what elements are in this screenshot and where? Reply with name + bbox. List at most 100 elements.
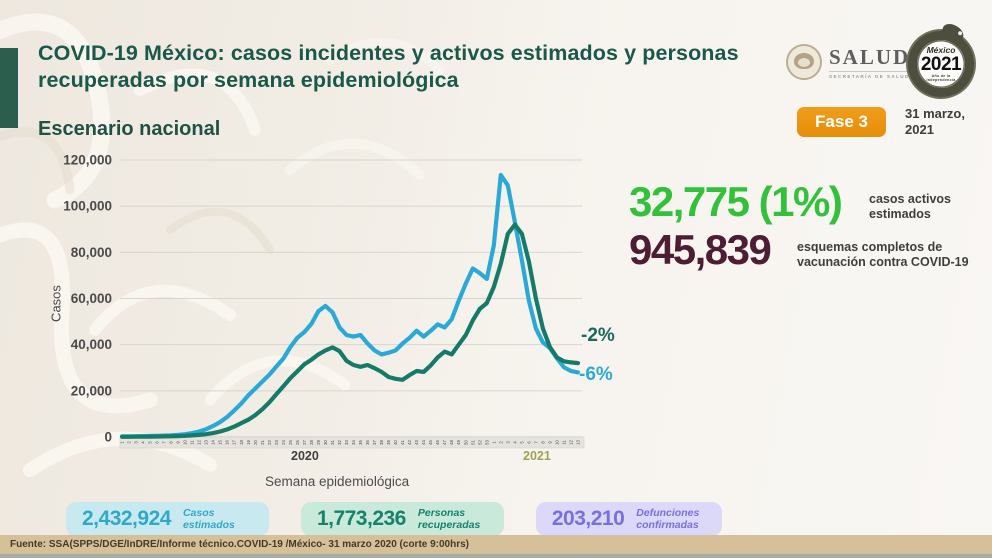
svg-text:5: 5 <box>148 441 153 444</box>
card-value: 203,210 <box>551 507 625 530</box>
svg-text:13: 13 <box>204 440 209 445</box>
eagle-emblem-icon <box>786 44 822 80</box>
svg-text:11: 11 <box>190 440 195 445</box>
svg-text:16: 16 <box>225 440 230 445</box>
mexico-logo-caption: Año de la Independencia <box>926 74 956 82</box>
summary-card: 203,210 Defunciones confirmadas <box>535 502 723 536</box>
salud-logo: SALUD SECRETARÍA DE SALUD <box>786 44 911 80</box>
card-label: Personas recuperadas <box>417 506 481 531</box>
card-value: 1,773,236 <box>316 507 406 530</box>
page-subtitle: Escenario nacional <box>38 118 221 140</box>
svg-text:18: 18 <box>239 440 244 445</box>
svg-text:12: 12 <box>568 440 573 445</box>
svg-text:8: 8 <box>540 441 545 444</box>
year-label-2020: 2020 <box>291 449 319 463</box>
svg-text:20: 20 <box>253 440 258 445</box>
stat-active-cases-value: 32,775 (1%) <box>629 178 843 225</box>
svg-text:4: 4 <box>512 441 517 444</box>
svg-text:26: 26 <box>295 440 300 445</box>
svg-text:3: 3 <box>505 441 510 444</box>
svg-text:50: 50 <box>463 440 468 445</box>
svg-text:25: 25 <box>288 440 293 445</box>
svg-text:4: 4 <box>141 441 146 444</box>
svg-text:80,000: 80,000 <box>71 245 112 260</box>
svg-text:40,000: 40,000 <box>71 337 112 352</box>
summary-card: 2,432,924 Casos estimados <box>66 502 269 536</box>
mexico-logo-country: México <box>926 45 956 55</box>
svg-text:12: 12 <box>197 440 202 445</box>
svg-text:44: 44 <box>421 440 426 445</box>
report-date: 31 marzo, 2021 <box>905 106 965 137</box>
svg-text:13: 13 <box>576 440 581 445</box>
card-value: 2,432,924 <box>82 507 171 530</box>
svg-text:52: 52 <box>477 440 482 445</box>
svg-text:14: 14 <box>211 440 216 445</box>
svg-text:35: 35 <box>358 440 363 445</box>
salud-wordmark: SALUD <box>829 45 911 70</box>
svg-text:33: 33 <box>344 440 349 445</box>
annotation-estimated-change: -6% <box>579 364 613 385</box>
source-text: Fuente: SSA(SPPS/DGE/InDRE/Informe técni… <box>10 539 470 550</box>
svg-text:3: 3 <box>134 441 139 444</box>
svg-text:8: 8 <box>169 441 174 444</box>
svg-text:0: 0 <box>104 430 112 445</box>
year-label-2021: 2021 <box>523 449 551 463</box>
stat-active-cases-label: casos activos estimados <box>869 192 951 221</box>
svg-text:60,000: 60,000 <box>71 291 112 306</box>
svg-text:43: 43 <box>414 440 419 445</box>
svg-text:6: 6 <box>155 441 160 444</box>
svg-text:47: 47 <box>442 440 447 445</box>
svg-text:31: 31 <box>330 440 335 445</box>
svg-text:1: 1 <box>491 441 496 444</box>
svg-text:49: 49 <box>456 440 461 445</box>
summary-card: 1,773,236 Personas recuperadas <box>300 502 504 536</box>
svg-text:45: 45 <box>428 440 433 445</box>
svg-text:2: 2 <box>127 441 132 444</box>
svg-text:100,000: 100,000 <box>63 199 112 214</box>
svg-text:21: 21 <box>260 440 265 445</box>
svg-text:41: 41 <box>400 440 405 445</box>
svg-text:40: 40 <box>393 440 398 445</box>
svg-text:51: 51 <box>470 440 475 445</box>
svg-text:29: 29 <box>316 440 321 445</box>
card-label: Casos estimados <box>182 506 235 531</box>
svg-text:5: 5 <box>519 441 524 444</box>
svg-text:120,000: 120,000 <box>63 153 112 168</box>
svg-text:36: 36 <box>365 440 370 445</box>
x-axis-title: Semana epidemiológica <box>265 474 410 489</box>
svg-text:22: 22 <box>267 440 272 445</box>
svg-text:37: 37 <box>372 440 377 445</box>
svg-text:24: 24 <box>281 440 286 445</box>
mexico-logo-year: 2021 <box>920 54 962 75</box>
svg-text:39: 39 <box>386 440 391 445</box>
report-date-line2: 2021 <box>905 121 934 137</box>
svg-text:7: 7 <box>533 441 538 444</box>
svg-text:27: 27 <box>302 440 307 445</box>
svg-text:32: 32 <box>337 440 342 445</box>
page-title: COVID-19 México: casos incidentes y acti… <box>38 41 739 92</box>
svg-text:15: 15 <box>218 440 223 445</box>
svg-text:46: 46 <box>435 440 440 445</box>
svg-text:23: 23 <box>274 440 279 445</box>
summary-cards: 2,432,924 Casos estimados 1,773,236 Persona… <box>66 502 723 536</box>
series-line-personas-recuperadas <box>119 222 581 439</box>
annotation-recovered-change: -2% <box>581 325 615 346</box>
svg-text:10: 10 <box>183 440 188 445</box>
svg-text:7: 7 <box>162 441 167 444</box>
footer-source-bar: Fuente: SSA(SPPS/DGE/InDRE/Informe técni… <box>0 535 992 554</box>
phase-badge: Fase 3 <box>797 107 886 137</box>
svg-text:11: 11 <box>561 440 566 445</box>
svg-text:34: 34 <box>351 440 356 445</box>
svg-text:19: 19 <box>246 440 251 445</box>
salud-logo-subtitle: SECRETARÍA DE SALUD <box>829 71 911 79</box>
svg-text:53: 53 <box>484 440 489 445</box>
svg-text:2: 2 <box>498 441 503 444</box>
epidemic-curve-chart: 0 20,000 40,000 60,000 80,000 100,000 120,000 1… <box>63 153 585 449</box>
svg-text:17: 17 <box>232 440 237 445</box>
svg-text:10: 10 <box>554 440 559 445</box>
svg-text:38: 38 <box>379 440 384 445</box>
svg-text:20,000: 20,000 <box>71 383 112 398</box>
card-label: Defunciones confirmadas <box>636 506 700 531</box>
svg-text:28: 28 <box>309 440 314 445</box>
